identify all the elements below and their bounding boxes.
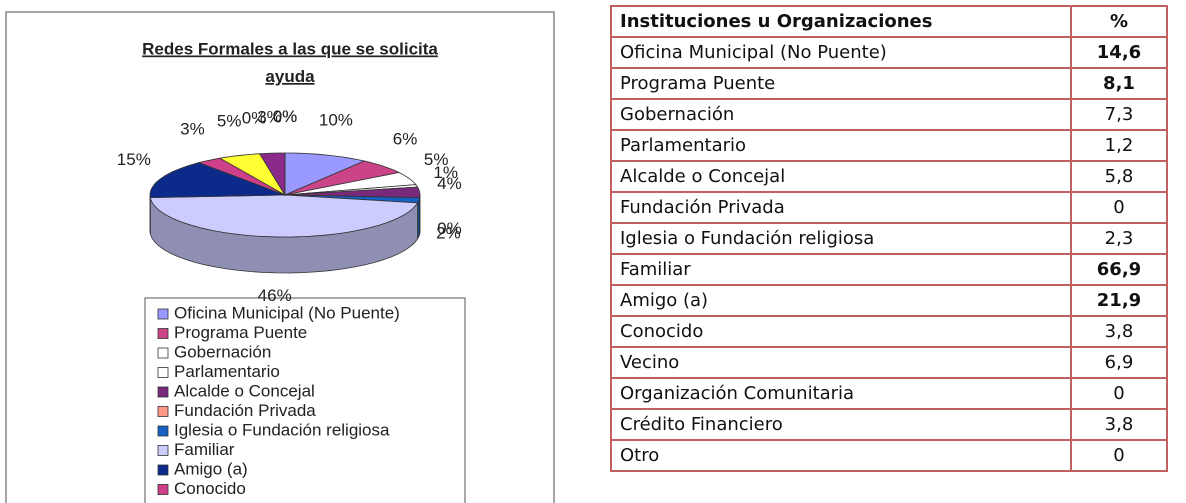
table-row: Iglesia o Fundación religiosa 2,3: [610, 222, 1168, 255]
institution-cell: Crédito Financiero: [610, 408, 1072, 441]
institution-cell: Gobernación: [610, 98, 1072, 131]
pie-label: 15%: [117, 150, 151, 169]
legend-label: Gobernación: [174, 342, 271, 361]
table-row: Parlamentario 1,2: [610, 129, 1168, 162]
institution-cell: Otro: [610, 439, 1072, 472]
pie-label: 10%: [319, 111, 353, 130]
institution-cell: Iglesia o Fundación religiosa: [610, 222, 1072, 255]
legend-swatch: [157, 386, 169, 398]
pie-slice: [284, 186, 421, 199]
legend-swatch: [157, 347, 169, 359]
legend-label: Programa Puente: [174, 323, 307, 342]
percent-cell: 0: [1070, 377, 1168, 410]
legend-label: Oficina Municipal (No Puente): [174, 303, 400, 322]
pie-label: 4%: [437, 174, 462, 193]
institution-cell: Vecino: [610, 346, 1072, 379]
percent-cell: 66,9: [1070, 253, 1168, 286]
legend-label: Alcalde o Concejal: [174, 381, 315, 400]
legend-label: Iglesia o Fundación religiosa: [174, 420, 390, 439]
table-row: Gobernación 7,3: [610, 98, 1168, 131]
pie-label: 2%: [436, 223, 461, 242]
table-row: Crédito Financiero 3,8: [610, 408, 1168, 441]
institution-cell: Amigo (a): [610, 284, 1072, 317]
percent-cell: 5,8: [1070, 160, 1168, 193]
header-row: Instituciones u Organizaciones%: [610, 5, 1168, 38]
pie-label: 46%: [258, 286, 292, 305]
institution-cell: Fundación Privada: [610, 191, 1072, 224]
pie-label: 3%: [180, 119, 205, 138]
legend-label: Conocido: [174, 479, 246, 498]
institution-cell: Parlamentario: [610, 129, 1072, 162]
header-cell: %: [1070, 5, 1168, 38]
percent-cell: 14,6: [1070, 36, 1168, 69]
legend-swatch: [157, 367, 169, 378]
table-row: Familiar 66,9: [610, 253, 1168, 286]
institution-cell: Programa Puente: [610, 67, 1072, 100]
pie-slice: [284, 172, 417, 196]
percent-cell: 2,3: [1070, 222, 1168, 255]
pie-slice: [284, 160, 401, 196]
table-row: Organización Comunitaria 0: [610, 377, 1168, 410]
percent-cell: 0: [1070, 191, 1168, 224]
pie-slice: [149, 162, 286, 199]
legend-label: Familiar: [174, 440, 235, 459]
chart-title: Redes Formales a las que se solicita: [142, 39, 438, 58]
pie-label: 5%: [217, 111, 242, 130]
percent-cell: 1,2: [1070, 129, 1168, 162]
legend-swatch: [157, 464, 169, 476]
table-row: Vecino 6,9: [610, 346, 1168, 379]
percent-cell: 8,1: [1070, 67, 1168, 100]
pie-slice: [218, 153, 287, 197]
table-row: Amigo (a) 21,9: [610, 284, 1168, 317]
pie-slice: [149, 194, 419, 238]
table-row: Fundación Privada 0: [610, 191, 1168, 224]
legend-swatch: [157, 425, 169, 437]
percent-cell: 0: [1070, 439, 1168, 472]
pie-label: 0%: [273, 107, 298, 126]
legend-swatch: [157, 308, 169, 320]
table-row: Alcalde o Concejal 5,8: [610, 160, 1168, 193]
table-row: Programa Puente 8,1: [610, 67, 1168, 100]
pie-label: 0%: [273, 107, 298, 126]
institution-cell: Conocido: [610, 315, 1072, 348]
chart-title-line: ayuda: [265, 67, 315, 86]
legend-swatch: [157, 445, 169, 456]
table: Instituciones u Organizaciones% Oficina M…: [610, 5, 1168, 472]
legend-label: Parlamentario: [174, 362, 280, 381]
institution-cell: Organización Comunitaria: [610, 377, 1072, 410]
legend-swatch: [157, 328, 169, 339]
pie-slice: [284, 152, 366, 196]
table-row: Oficina Municipal (No Puente) 14,6: [610, 36, 1168, 69]
percent-cell: 3,8: [1070, 408, 1168, 441]
legend-swatch: [157, 406, 169, 417]
percent-cell: 21,9: [1070, 284, 1168, 317]
legend-swatch: [157, 484, 169, 495]
pie-label: 0%: [437, 219, 462, 238]
institution-cell: Alcalde o Concejal: [610, 160, 1072, 193]
header-cell: Instituciones u Organizaciones: [610, 5, 1072, 38]
percent-cell: 3,8: [1070, 315, 1168, 348]
pie-label: 1%: [433, 163, 458, 182]
percent-cell: 7,3: [1070, 98, 1168, 131]
pie-label: 6%: [393, 130, 418, 149]
pie-label: 0%: [242, 108, 267, 127]
legend-frame: [144, 297, 466, 503]
pie-label: 3%: [257, 107, 282, 126]
table-row: Conocido 3,8: [610, 315, 1168, 348]
pie-label: 5%: [424, 150, 449, 169]
institution-cell: Familiar: [610, 253, 1072, 286]
legend-label: Amigo (a): [174, 459, 248, 478]
legend-label: Fundación Privada: [174, 401, 316, 420]
institution-cell: Oficina Municipal (No Puente): [610, 36, 1072, 69]
table-row: Otro 0: [610, 439, 1168, 472]
chart: Redes Formales a las que se solicita ayu…: [5, 11, 555, 503]
percent-cell: 6,9: [1070, 346, 1168, 379]
chart-title: ayuda: [265, 67, 315, 86]
